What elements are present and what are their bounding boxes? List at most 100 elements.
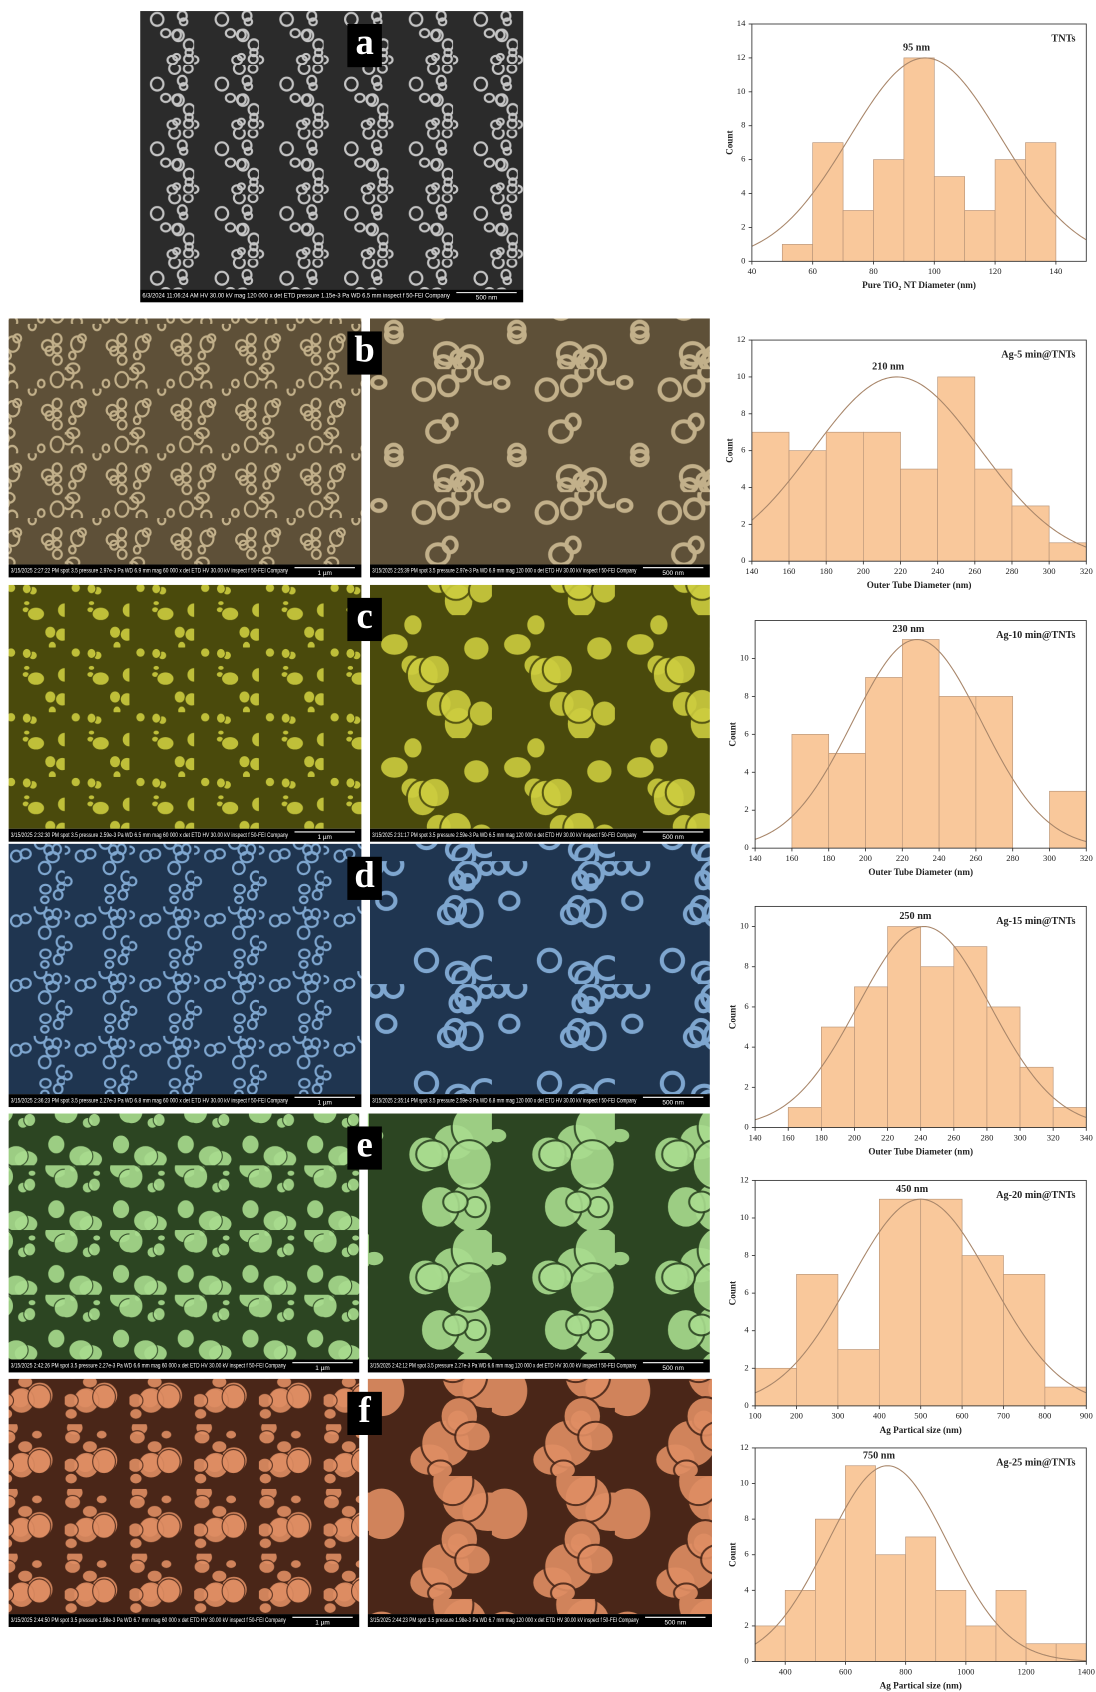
y-tick-label: 4 <box>741 188 746 198</box>
bar <box>1012 506 1049 561</box>
bar <box>888 927 921 1128</box>
x-tick-label: 120 <box>989 266 1002 276</box>
y-tick-label: 4 <box>744 1584 749 1594</box>
x-tick-label: 1200 <box>1017 1666 1034 1676</box>
y-tick-label: 2 <box>744 1081 748 1091</box>
y-tick-label: 6 <box>744 728 749 738</box>
bar <box>843 210 873 261</box>
bar <box>902 640 939 849</box>
panel-letter: f <box>359 1389 372 1430</box>
x-tick-label: 240 <box>933 853 946 863</box>
y-tick-label: 0 <box>744 1400 748 1410</box>
bar <box>901 469 938 561</box>
y-tick-label: 2 <box>741 221 745 231</box>
peak-annotation: 210 nm <box>872 362 905 373</box>
y-tick-label: 6 <box>744 1287 749 1297</box>
scale-label: 1 µm <box>315 1365 330 1372</box>
y-tick-label: 10 <box>740 652 749 662</box>
sem-info: 6/3/2024 11:06:24 AM HV 30.00 kV mag 120… <box>142 293 450 300</box>
y-tick-label: 12 <box>740 1174 749 1184</box>
chart-label: Ag-5 min@TNTs <box>1001 350 1075 361</box>
y-axis-label: Count <box>724 130 734 155</box>
y-tick-label: 0 <box>741 255 745 265</box>
x-axis-label: Outer Tube Diameter (nm) <box>867 580 972 590</box>
bar <box>879 1199 920 1406</box>
x-tick-label: 800 <box>899 1666 912 1676</box>
sem-image <box>370 844 710 1094</box>
bar <box>1049 543 1086 561</box>
y-tick-label: 8 <box>744 1513 748 1523</box>
bar <box>934 177 964 262</box>
x-tick-label: 400 <box>779 1666 792 1676</box>
y-axis-label: Count <box>728 721 738 746</box>
x-tick-label: 140 <box>749 1132 762 1142</box>
y-tick-label: 12 <box>740 1442 749 1452</box>
scale-label: 500 nm <box>662 834 684 841</box>
sem-image <box>370 585 710 829</box>
scale-label: 500 nm <box>665 1619 687 1626</box>
sem-image <box>9 1379 360 1614</box>
x-tick-label: 320 <box>1080 853 1093 863</box>
bar <box>1026 1644 1056 1662</box>
sem-image <box>368 1114 710 1360</box>
scale-label: 1 µm <box>317 1099 332 1106</box>
y-tick-label: 4 <box>744 1041 749 1051</box>
x-tick-label: 200 <box>790 1411 803 1421</box>
bar <box>921 1199 962 1406</box>
x-tick-label: 500 <box>914 1411 927 1421</box>
y-tick-label: 12 <box>737 52 746 62</box>
x-tick-label: 600 <box>839 1666 852 1676</box>
x-tick-label: 900 <box>1080 1411 1093 1421</box>
y-tick-label: 2 <box>744 804 748 814</box>
y-tick-label: 8 <box>741 120 745 130</box>
y-tick-label: 4 <box>741 481 746 491</box>
y-tick-label: 4 <box>744 1325 749 1335</box>
scale-label: 500 nm <box>662 1365 684 1372</box>
sem-image <box>368 1379 712 1614</box>
bar <box>854 987 887 1128</box>
y-axis-label: Count <box>728 1280 738 1305</box>
bar <box>782 244 812 261</box>
bar <box>789 451 826 562</box>
bar <box>845 1466 875 1662</box>
x-tick-label: 1400 <box>1078 1666 1095 1676</box>
x-tick-label: 40 <box>748 266 757 276</box>
y-tick-label: 0 <box>741 555 745 565</box>
bar <box>962 1256 1003 1406</box>
x-tick-label: 600 <box>956 1411 969 1421</box>
x-tick-label: 280 <box>980 1132 993 1142</box>
bar <box>863 432 900 561</box>
x-axis-label: Ag Partical size (nm) <box>880 1425 962 1435</box>
scale-label: 500 nm <box>662 1099 684 1106</box>
x-tick-label: 140 <box>749 853 762 863</box>
scale-label: 1 µm <box>317 834 332 841</box>
sem-info: 3/15/2025 2:44:50 PM spot 3.5 pressure 1… <box>11 1617 287 1624</box>
panel-letter: d <box>354 854 374 895</box>
y-tick-label: 0 <box>744 1122 748 1132</box>
panel-letter: b <box>354 328 374 369</box>
chart-label: Ag-10 min@TNTs <box>996 630 1075 641</box>
x-tick-label: 400 <box>873 1411 886 1421</box>
bar <box>829 753 866 848</box>
x-tick-label: 220 <box>896 853 909 863</box>
sem-info: 3/15/2025 2:36:23 PM spot 3.5 pressure 2… <box>11 1097 289 1104</box>
bar <box>976 696 1013 848</box>
x-tick-label: 160 <box>783 566 796 576</box>
bar <box>866 677 903 848</box>
y-tick-label: 2 <box>744 1620 748 1630</box>
x-tick-label: 260 <box>947 1132 960 1142</box>
bar <box>755 1368 796 1406</box>
y-tick-label: 14 <box>737 18 746 28</box>
bar <box>792 734 829 848</box>
x-tick-label: 200 <box>848 1132 861 1142</box>
x-tick-label: 80 <box>869 266 878 276</box>
chart-label: TNTs <box>1051 33 1075 44</box>
x-tick-label: 160 <box>785 853 798 863</box>
y-tick-label: 6 <box>744 1001 749 1011</box>
bar <box>788 1107 821 1127</box>
x-tick-label: 1000 <box>957 1666 974 1676</box>
scale-label: 1 µm <box>315 1619 330 1626</box>
x-tick-label: 320 <box>1080 566 1093 576</box>
bar <box>965 210 995 261</box>
y-tick-label: 10 <box>740 1478 749 1488</box>
